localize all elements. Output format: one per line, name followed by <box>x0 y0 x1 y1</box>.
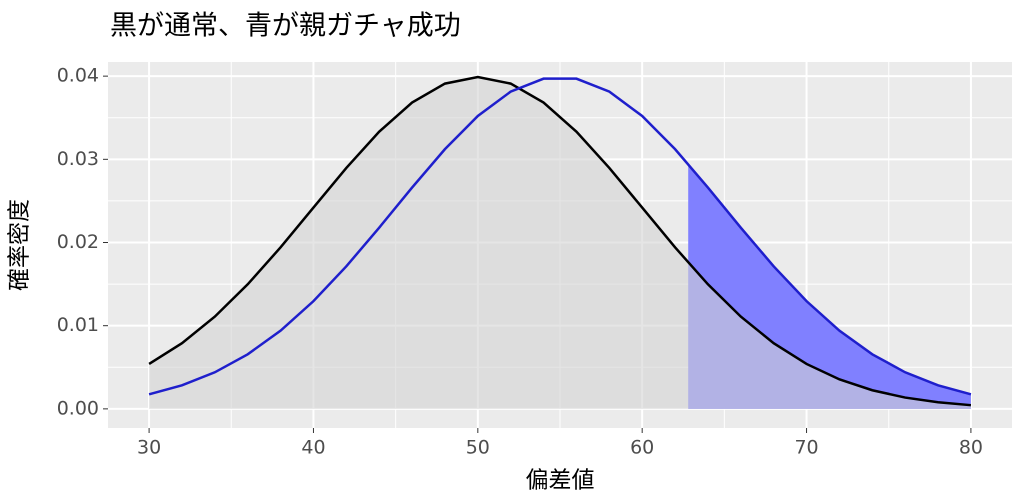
x-tick-label: 70 <box>794 437 818 459</box>
x-tick-label: 40 <box>301 437 325 459</box>
line <box>148 77 972 396</box>
line <box>148 75 972 407</box>
chart-title: 黒が通常、青が親ガチャ成功 <box>110 11 461 42</box>
y-tick-label: 0.04 <box>57 65 99 87</box>
y-tick-label: 0.01 <box>57 314 99 336</box>
y-axis-label: 確率密度 <box>7 199 33 291</box>
x-axis-label: 偏差値 <box>526 468 595 494</box>
x-tick-label: 30 <box>137 437 161 459</box>
y-tick-label: 0.03 <box>57 148 99 170</box>
y-tick-label: 0.02 <box>57 231 99 253</box>
x-tick-label: 50 <box>466 437 490 459</box>
x-tick-label: 80 <box>959 437 983 459</box>
x-tick-label: 60 <box>630 437 654 459</box>
y-tick-label: 0.00 <box>57 397 99 419</box>
